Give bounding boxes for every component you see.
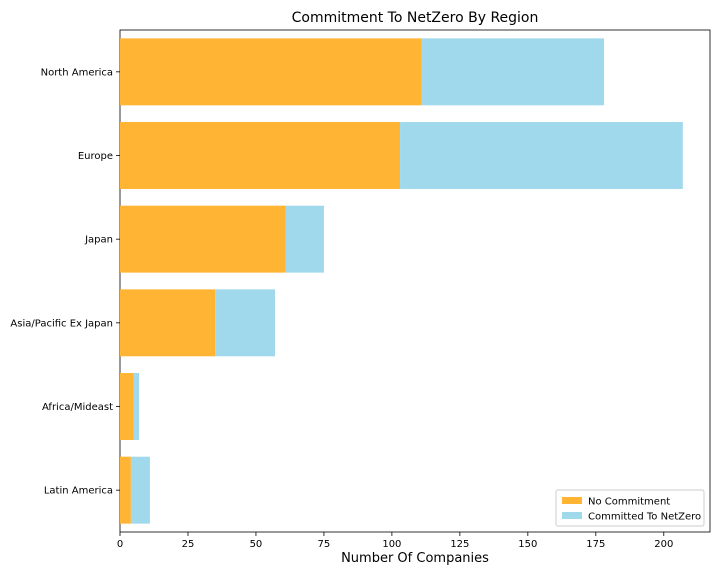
bar-europe-no-commitment [120, 122, 401, 189]
bars-group [120, 38, 683, 524]
y-tick-label: Africa/Mideast [42, 402, 113, 413]
bar-japan-no-commitment [120, 205, 286, 273]
bar-latin-america-committed-to-netzero [130, 456, 150, 524]
y-tick-label: Japan [84, 235, 113, 246]
bar-japan-committed-to-netzero [285, 205, 324, 273]
legend: No Commitment Committed To NetZero [555, 489, 705, 527]
legend-swatch-no-commitment [562, 497, 582, 504]
x-tick-label: 125 [450, 539, 469, 550]
x-tick-label: 25 [182, 539, 195, 550]
x-tick-label: 0 [117, 539, 123, 550]
bar-north-america-no-commitment [120, 38, 422, 106]
legend-swatch-committed-to-netzero [562, 512, 582, 519]
y-tick-label: Asia/Pacific Ex Japan [10, 318, 113, 329]
y-tick-label: Europe [78, 151, 113, 162]
x-tick-label: 100 [382, 539, 401, 550]
x-tick-label: 200 [654, 539, 673, 550]
bar-north-america-committed-to-netzero [421, 38, 604, 106]
bar-europe-committed-to-netzero [400, 122, 683, 189]
y-tick-label: Latin America [44, 486, 113, 497]
bar-asia-pacific-ex-japan-committed-to-netzero [215, 289, 275, 357]
y-axis: North America Europe Japan Asia/Pacific Ex … [10, 67, 120, 497]
x-tick-label: 150 [518, 539, 537, 550]
legend-box [555, 489, 705, 527]
chart-title: Commitment To NetZero By Region [292, 10, 539, 26]
x-axis: 0 25 50 75 100 125 150 175 200 [117, 532, 673, 550]
bar-africa-mideast-no-commitment [120, 373, 134, 440]
x-axis-label: Number Of Companies [341, 551, 489, 566]
legend-label-no-commitment: No Commitment [588, 497, 670, 508]
y-tick-label: North America [41, 67, 113, 78]
x-tick-label: 75 [318, 539, 331, 550]
legend-label-committed-to-netzero: Committed To NetZero [588, 512, 701, 523]
bar-africa-mideast-committed-to-netzero [133, 373, 140, 440]
plot-frame [119, 29, 711, 533]
bar-asia-pacific-ex-japan-no-commitment [120, 289, 216, 357]
bar-latin-america-no-commitment [120, 456, 131, 524]
x-tick-label: 175 [586, 539, 605, 550]
x-tick-label: 50 [250, 539, 263, 550]
